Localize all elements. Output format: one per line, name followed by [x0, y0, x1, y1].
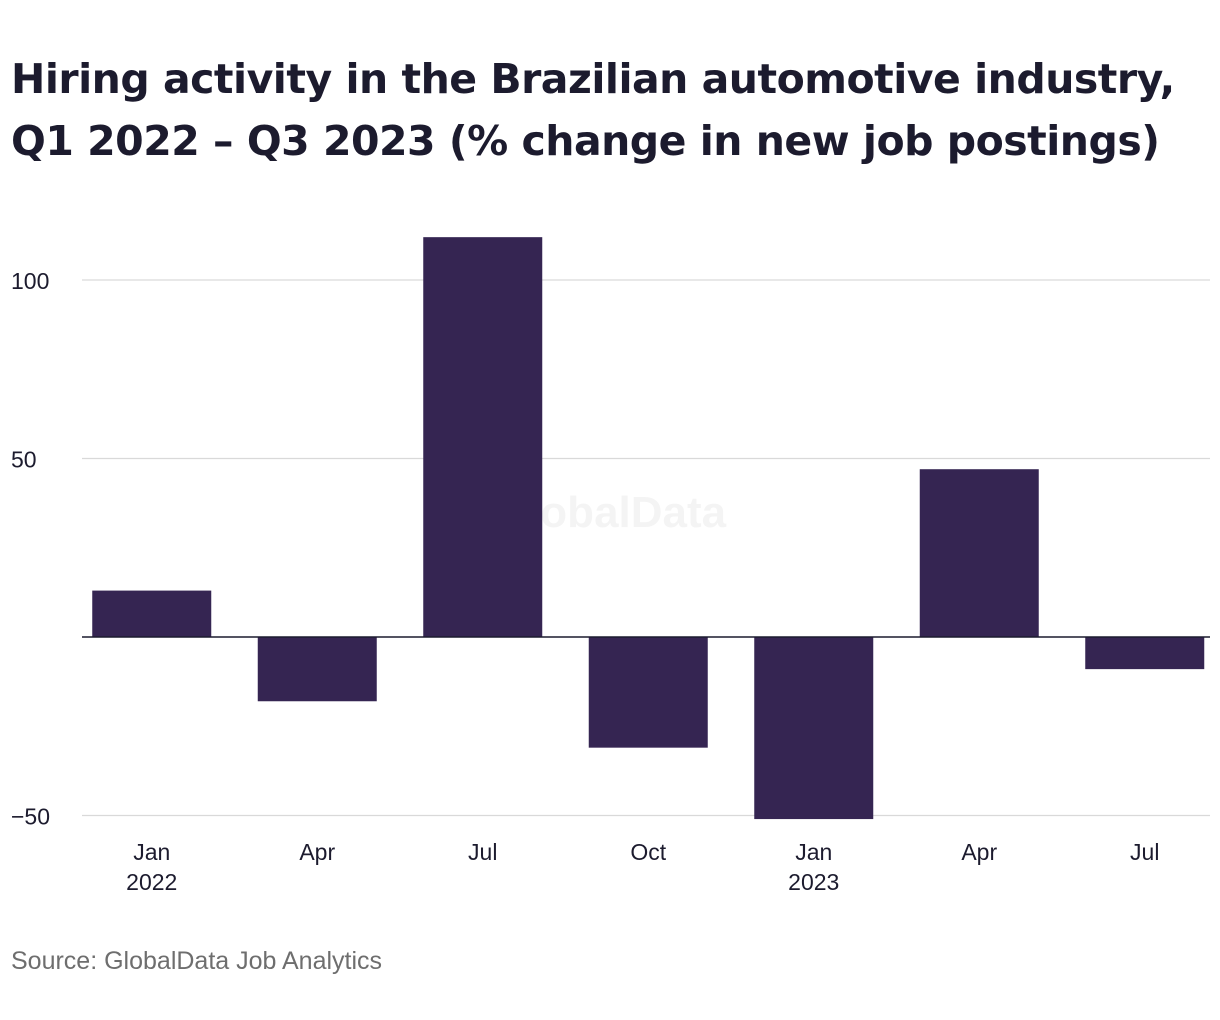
bar: [919, 469, 1039, 637]
chart-title-line-1: Hiring activity in the Brazilian automot…: [11, 55, 1175, 103]
grid-lines: [82, 279, 1210, 817]
x-tick-label: Oct: [630, 839, 666, 865]
x-tick-label: Jan: [133, 839, 170, 865]
y-axis-ticks: −50 50 100: [11, 268, 50, 830]
bar: [754, 637, 874, 820]
x-tick-label: Jul: [1130, 839, 1159, 865]
x-axis-ticks: Jan 2022 Apr Jul Oct Jan 2023 Apr Jul: [126, 839, 1159, 895]
x-tick-year-label: 2022: [126, 869, 177, 895]
x-tick-label: Jul: [468, 839, 497, 865]
bar: [588, 637, 708, 748]
y-tick-label: 100: [11, 268, 49, 294]
bar: [1085, 637, 1205, 670]
source-note: Source: GlobalData Job Analytics: [11, 947, 383, 975]
x-tick-label: Apr: [961, 839, 997, 865]
bar: [423, 237, 543, 637]
x-tick-year-label: 2023: [788, 869, 839, 895]
x-tick-label: Apr: [299, 839, 335, 865]
x-tick-label: Jan: [795, 839, 832, 865]
y-tick-label: −50: [11, 804, 50, 830]
y-tick-label: 50: [11, 447, 37, 473]
chart-title: Hiring activity in the Brazilian automot…: [11, 48, 1206, 172]
bar: [257, 637, 377, 702]
bars: [92, 237, 1205, 820]
bar: [92, 590, 212, 637]
chart-title-line-2: Q1 2022 – Q3 2023 (% change in new job p…: [11, 117, 1160, 165]
